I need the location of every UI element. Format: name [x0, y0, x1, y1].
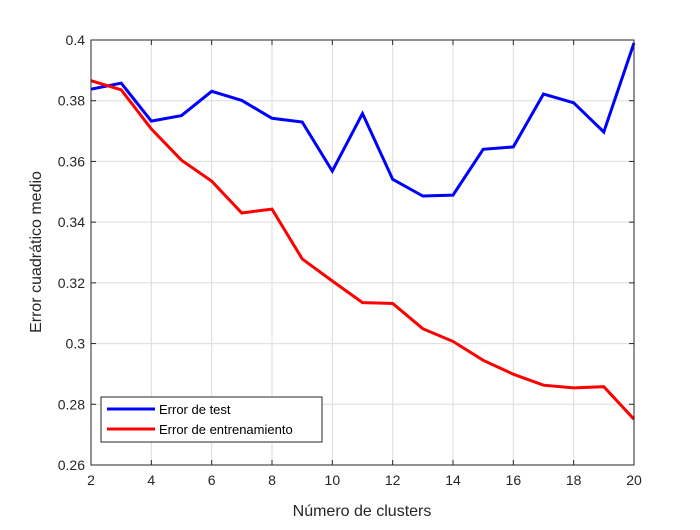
y-tick-label: 0.4	[66, 32, 86, 48]
x-tick-label: 14	[445, 472, 461, 488]
x-tick-label: 18	[566, 472, 582, 488]
y-tick-label: 0.38	[58, 93, 85, 109]
x-tick-label: 2	[87, 472, 95, 488]
series-group	[90, 42, 636, 421]
x-tick-label: 10	[325, 472, 341, 488]
series-line-1	[90, 42, 636, 198]
x-tick-label: 8	[268, 472, 276, 488]
y-axis-label: Error cuadrático medio	[28, 171, 45, 333]
legend: Error de test Error de entrenamiento	[100, 396, 323, 443]
y-tick-label: 0.32	[58, 275, 85, 291]
legend-label-2: Error de entrenamiento	[159, 422, 293, 437]
y-tick-label: 0.26	[58, 457, 85, 473]
x-tick-label: 4	[147, 472, 155, 488]
x-tick-label: 12	[385, 472, 401, 488]
ticks	[90, 39, 635, 466]
y-tick-label: 0.28	[58, 396, 85, 412]
y-tick-label: 0.36	[58, 153, 85, 169]
axes-box	[90, 39, 635, 466]
legend-label-1: Error de test	[159, 402, 231, 417]
x-tick-label: 6	[208, 472, 216, 488]
y-tick-label: 0.34	[58, 214, 85, 230]
y-tick-label: 0.3	[66, 336, 86, 352]
series-line-2	[90, 79, 636, 421]
x-tick-label: 20	[626, 472, 642, 488]
x-axis-label: Número de clusters	[293, 503, 432, 520]
legend-box	[100, 396, 323, 443]
x-tick-label: 16	[506, 472, 522, 488]
tick-labels: 2 4 6 8 10 12 14 16 18 20 0.26 0.28 0.3 0.32 0.34 0.36 0…	[58, 32, 642, 488]
